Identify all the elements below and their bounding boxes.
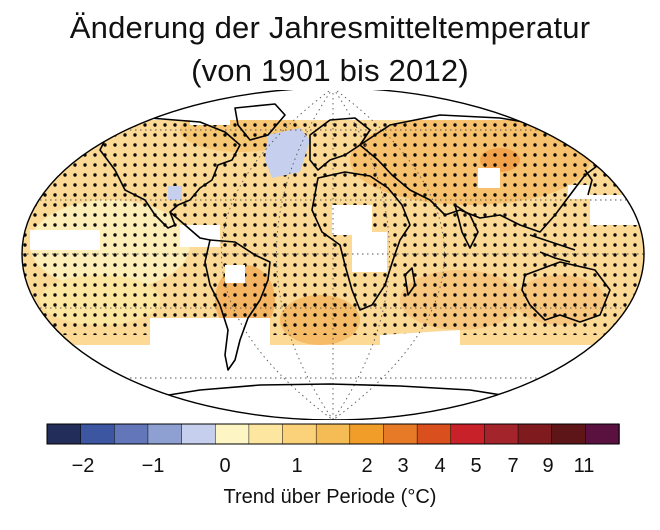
- colorbar-swatch: [349, 423, 385, 445]
- missing-data-west-indian: [568, 185, 590, 199]
- colorbar-swatch: [147, 423, 183, 445]
- cooling-patch-north-atlantic: [265, 128, 310, 178]
- colorbar-label: Trend über Periode (°C): [223, 486, 437, 508]
- colorbar-swatch: [248, 423, 284, 445]
- missing-data-sahara: [332, 205, 372, 235]
- colorbar-swatch: [214, 423, 250, 445]
- missing-data-central-africa: [352, 232, 387, 272]
- colorbar-swatch: [181, 423, 216, 445]
- colorbar-tick-label: 0: [219, 455, 231, 477]
- colorbar-tick-label: 5: [470, 455, 482, 477]
- missing-data-central-pacific: [180, 225, 220, 247]
- missing-data-west-pacific: [30, 230, 100, 250]
- colorbar-tick-label: 9: [542, 455, 554, 477]
- colorbar-swatch: [450, 423, 486, 445]
- colorbar-tick-label: −1: [141, 455, 165, 477]
- missing-data-greenland-south: [190, 110, 230, 125]
- colorbar-tick-label: 1: [291, 455, 303, 477]
- colorbar-tick-label: 7: [507, 455, 519, 477]
- map-title-line-1: Änderung der Jahresmitteltemperatur: [69, 10, 591, 45]
- world-temperature-trend-map: [21, 90, 645, 420]
- map-title-line-2: (von 1901 bis 2012): [191, 53, 469, 88]
- colorbar-swatch: [484, 423, 519, 445]
- missing-data-arctic: [22, 90, 644, 120]
- colorbar-tick-label: 11: [573, 455, 595, 477]
- colorbar-swatch: [517, 423, 553, 445]
- graticule: [22, 90, 644, 420]
- missing-data-south-east-pacific: [380, 330, 460, 345]
- cooling-patch-small: [168, 186, 182, 200]
- colorbar-frame: [46, 423, 620, 445]
- colorbar-swatch: [114, 423, 149, 445]
- colorbar-swatches: [46, 423, 620, 445]
- colorbar-tick-label: 3: [397, 455, 409, 477]
- missing-data-antarctic: [22, 345, 644, 420]
- colorbar-tick-label: 2: [361, 455, 373, 477]
- colorbar-swatch: [551, 423, 587, 445]
- missing-data-arabia: [478, 168, 500, 188]
- colorbar-swatch: [585, 423, 620, 445]
- colorbar-swatch: [46, 423, 82, 445]
- colorbar: [46, 423, 620, 445]
- colorbar-swatch: [80, 423, 116, 445]
- colorbar-swatch: [282, 423, 317, 445]
- colorbar-swatch: [383, 423, 418, 445]
- colorbar-tick-label: 4: [434, 455, 446, 477]
- globe-outline: [21, 90, 645, 420]
- colorbar-tick-label: −2: [71, 455, 95, 477]
- colorbar-swatch: [416, 423, 452, 445]
- colorbar-swatch: [315, 423, 351, 445]
- missing-data-amazon: [225, 265, 245, 283]
